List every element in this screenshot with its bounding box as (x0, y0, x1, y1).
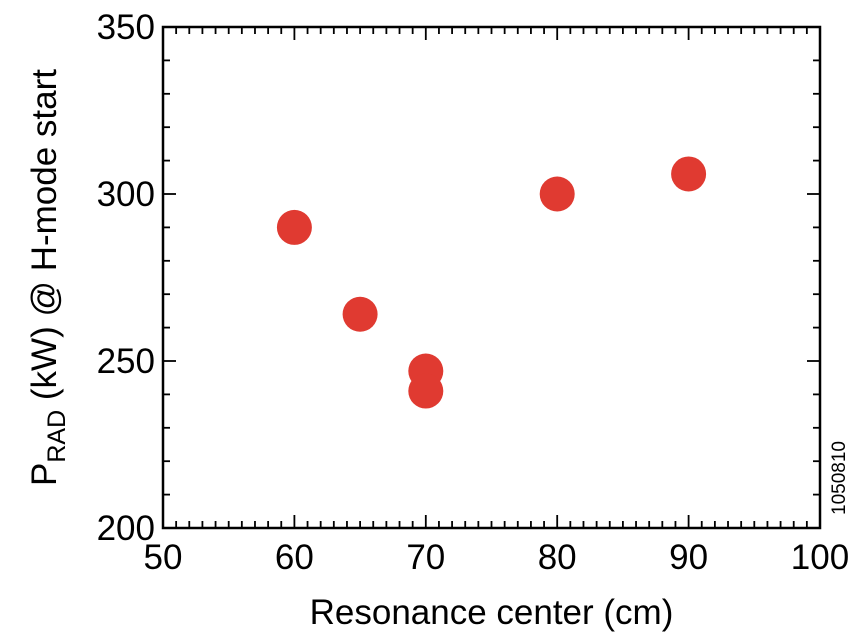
y-tick-label: 350 (97, 8, 155, 47)
y-tick-label: 250 (97, 342, 155, 381)
x-tick-label: 100 (791, 538, 849, 577)
x-axis-title: Resonance center (cm) (310, 593, 674, 632)
data-points (276, 156, 707, 409)
x-tick-label: 50 (144, 538, 183, 577)
figure-id-annotation: 1050810 (829, 441, 850, 515)
data-point (342, 296, 378, 332)
y-axis-title-main: P (25, 463, 64, 486)
y-axis-title: PRAD (kW) @ H-mode start (25, 69, 71, 486)
y-axis-title-rest: (kW) @ H-mode start (25, 69, 64, 410)
y-tick-label: 300 (97, 175, 155, 214)
y-axis-title-subscript: RAD (43, 410, 71, 463)
tick-marks (163, 27, 820, 528)
plot-frame (161, 25, 822, 530)
x-tick-label: 60 (275, 538, 314, 577)
data-point (539, 176, 575, 212)
x-tick-label: 70 (406, 538, 445, 577)
x-tick-label: 90 (669, 538, 708, 577)
data-point (671, 156, 707, 192)
y-tick-label: 200 (97, 509, 155, 548)
x-tick-label: 80 (538, 538, 577, 577)
data-point (408, 373, 444, 409)
data-point (276, 209, 312, 245)
tick-labels: 50 60 70 80 90 100 200 250 300 350 (97, 8, 850, 577)
